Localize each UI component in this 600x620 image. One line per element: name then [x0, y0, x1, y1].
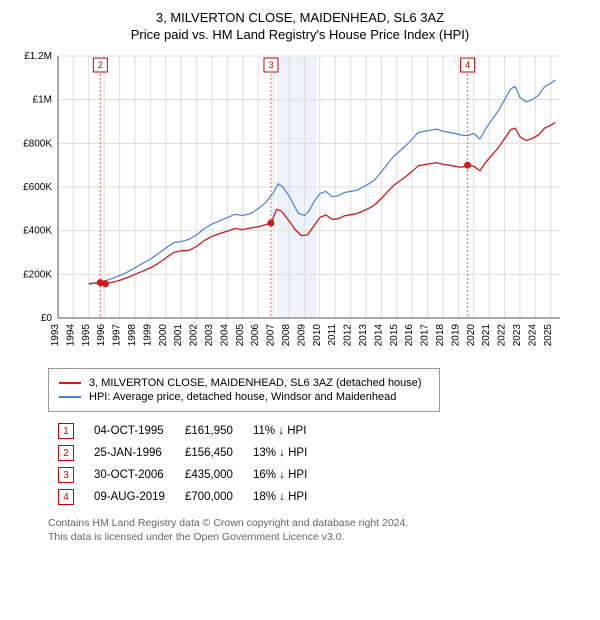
- sale-price: £161,950: [175, 420, 243, 442]
- svg-text:2009: 2009: [296, 324, 307, 347]
- legend-item: 3, MILVERTON CLOSE, MAIDENHEAD, SL6 3AZ …: [59, 377, 429, 389]
- sale-delta: 16% ↓ HPI: [243, 464, 317, 486]
- sale-date: 25-JAN-1996: [84, 442, 175, 464]
- svg-text:2004: 2004: [219, 324, 230, 347]
- svg-text:1997: 1997: [112, 324, 123, 347]
- svg-text:2: 2: [98, 60, 103, 70]
- svg-text:1994: 1994: [65, 324, 76, 347]
- sale-price: £156,450: [175, 442, 243, 464]
- svg-text:£0: £0: [41, 313, 53, 324]
- footnote-line: This data is licensed under the Open Gov…: [48, 530, 592, 544]
- svg-text:2021: 2021: [481, 324, 492, 347]
- sales-table: 1 04-OCT-1995£161,95011% ↓ HPI 2 25-JAN-199…: [48, 420, 317, 508]
- svg-text:2019: 2019: [450, 324, 461, 347]
- sale-delta: 11% ↓ HPI: [243, 420, 317, 442]
- sale-date: 30-OCT-2006: [84, 464, 175, 486]
- svg-text:2005: 2005: [235, 324, 246, 347]
- sale-price: £700,000: [175, 486, 243, 508]
- legend: 3, MILVERTON CLOSE, MAIDENHEAD, SL6 3AZ …: [48, 368, 440, 412]
- table-row: 3 30-OCT-2006£435,00016% ↓ HPI: [48, 464, 317, 486]
- svg-text:2012: 2012: [343, 324, 354, 347]
- svg-text:2003: 2003: [204, 324, 215, 347]
- title-line-1: 3, MILVERTON CLOSE, MAIDENHEAD, SL6 3AZ: [8, 10, 592, 25]
- svg-text:2001: 2001: [173, 324, 184, 347]
- svg-text:2002: 2002: [189, 324, 200, 347]
- title-line-2: Price paid vs. HM Land Registry's House …: [8, 27, 592, 42]
- footnote-line: Contains HM Land Registry data © Crown c…: [48, 516, 592, 530]
- sale-date: 04-OCT-1995: [84, 420, 175, 442]
- legend-label: HPI: Average price, detached house, Wind…: [89, 391, 396, 403]
- svg-text:2023: 2023: [512, 324, 523, 347]
- footnote: Contains HM Land Registry data © Crown c…: [48, 516, 592, 544]
- svg-text:£1M: £1M: [33, 95, 52, 106]
- svg-text:2007: 2007: [266, 324, 277, 347]
- svg-text:2011: 2011: [327, 324, 338, 346]
- svg-text:£600K: £600K: [23, 182, 52, 193]
- svg-text:4: 4: [465, 60, 470, 70]
- svg-text:2006: 2006: [250, 324, 261, 347]
- line-chart: £0 £200K £400K £600K £800K £1M £1.2M 1993 1994 19…: [8, 50, 568, 360]
- legend-swatch: [59, 382, 81, 384]
- svg-text:2017: 2017: [420, 324, 431, 347]
- svg-text:£200K: £200K: [23, 269, 52, 280]
- svg-text:2024: 2024: [527, 324, 538, 347]
- sale-price: £435,000: [175, 464, 243, 486]
- svg-text:3: 3: [268, 60, 273, 70]
- table-row: 4 09-AUG-2019£700,00018% ↓ HPI: [48, 486, 317, 508]
- svg-text:2018: 2018: [435, 324, 446, 347]
- svg-text:1993: 1993: [50, 324, 61, 347]
- svg-text:2025: 2025: [543, 324, 554, 347]
- svg-text:£1.2M: £1.2M: [24, 51, 52, 62]
- table-row: 2 25-JAN-1996£156,45013% ↓ HPI: [48, 442, 317, 464]
- svg-text:2010: 2010: [312, 324, 323, 347]
- marker-number: 4: [58, 489, 74, 505]
- chart-title-block: 3, MILVERTON CLOSE, MAIDENHEAD, SL6 3AZ …: [8, 10, 592, 42]
- sale-date: 09-AUG-2019: [84, 486, 175, 508]
- svg-text:1996: 1996: [96, 324, 107, 347]
- svg-text:2013: 2013: [358, 324, 369, 347]
- svg-text:1999: 1999: [142, 324, 153, 347]
- svg-text:2022: 2022: [497, 324, 508, 347]
- marker-number: 2: [58, 445, 74, 461]
- svg-text:£800K: £800K: [23, 138, 52, 149]
- sale-delta: 18% ↓ HPI: [243, 486, 317, 508]
- legend-item: HPI: Average price, detached house, Wind…: [59, 391, 429, 403]
- sale-delta: 13% ↓ HPI: [243, 442, 317, 464]
- legend-label: 3, MILVERTON CLOSE, MAIDENHEAD, SL6 3AZ …: [89, 377, 422, 389]
- svg-text:2016: 2016: [404, 324, 415, 347]
- svg-text:2008: 2008: [281, 324, 292, 347]
- marker-number: 3: [58, 467, 74, 483]
- svg-text:£400K: £400K: [23, 226, 52, 237]
- svg-text:2014: 2014: [373, 324, 384, 347]
- svg-text:2015: 2015: [389, 324, 400, 347]
- svg-text:1995: 1995: [81, 324, 92, 347]
- legend-swatch: [59, 396, 81, 398]
- chart-container: £0 £200K £400K £600K £800K £1M £1.2M 1993 1994 19…: [8, 50, 592, 360]
- svg-text:2020: 2020: [466, 324, 477, 347]
- svg-text:2000: 2000: [158, 324, 169, 347]
- svg-text:1998: 1998: [127, 324, 138, 347]
- marker-number: 1: [58, 423, 74, 439]
- table-row: 1 04-OCT-1995£161,95011% ↓ HPI: [48, 420, 317, 442]
